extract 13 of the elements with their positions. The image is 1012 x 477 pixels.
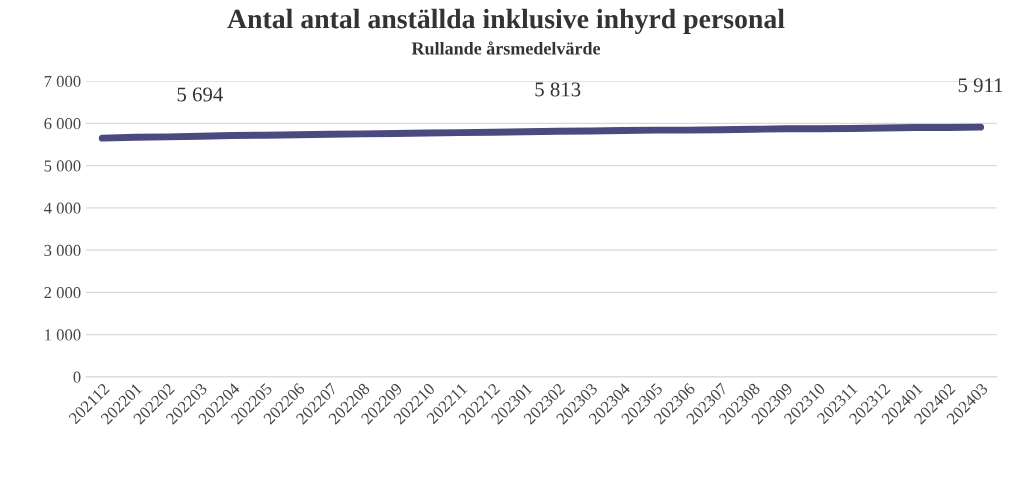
y-tick-label: 5 000 [44, 160, 81, 172]
y-tick-label: 2 000 [44, 287, 81, 299]
data-label: 5 911 [958, 78, 1003, 93]
y-tick-label: 6 000 [44, 118, 81, 130]
chart-title: Antal antal anställda inklusive inhyrd personal [227, 8, 785, 35]
y-tick-label: 3 000 [44, 244, 81, 257]
y-tick-label: 1 000 [45, 329, 81, 341]
y-tick-label: 4 000 [43, 202, 81, 214]
data-label: 5 813 [535, 82, 581, 97]
data-label: 5 694 [177, 87, 223, 102]
chart-subtitle: Rullande årsmedelvärde [411, 41, 601, 55]
y-tick-label: 7 000 [44, 75, 81, 88]
y-tick-label: 0 [73, 371, 81, 383]
